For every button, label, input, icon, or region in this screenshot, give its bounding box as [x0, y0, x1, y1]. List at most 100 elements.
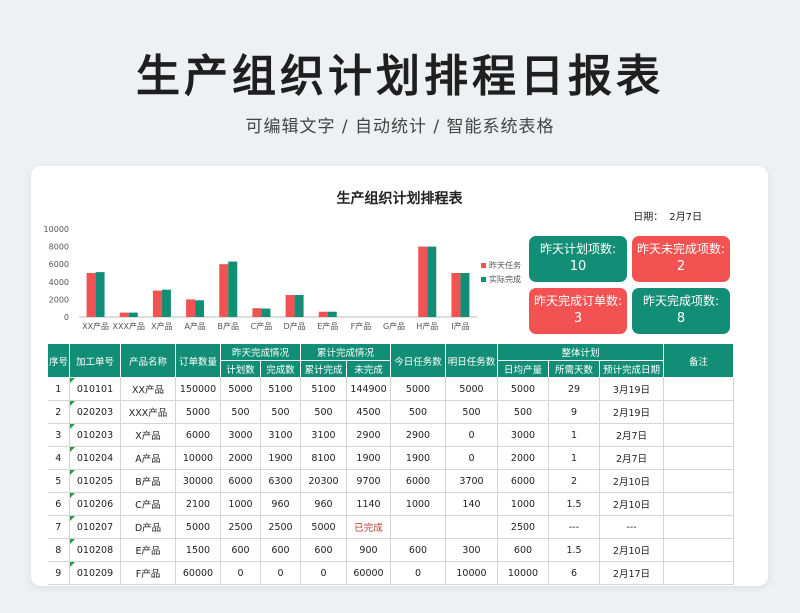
- table-cell[interactable]: 5: [47, 469, 70, 493]
- table-cell[interactable]: 6: [548, 561, 600, 585]
- table-cell[interactable]: C产品: [120, 492, 176, 516]
- table-cell[interactable]: 150000: [175, 377, 221, 401]
- table-cell[interactable]: [663, 538, 734, 562]
- table-cell[interactable]: 1900: [260, 446, 301, 470]
- table-cell[interactable]: 500: [300, 400, 347, 424]
- table-cell[interactable]: E产品: [120, 538, 176, 562]
- table-cell[interactable]: 144900: [346, 377, 391, 401]
- table-cell[interactable]: 6000: [390, 469, 446, 493]
- table-cell[interactable]: 600: [300, 538, 347, 562]
- table-cell[interactable]: 5000: [497, 377, 549, 401]
- table-cell[interactable]: 5100: [260, 377, 301, 401]
- table-cell[interactable]: 5000: [175, 400, 221, 424]
- table-cell[interactable]: [663, 469, 734, 493]
- table-cell[interactable]: 5100: [300, 377, 347, 401]
- table-cell[interactable]: 010208: [69, 538, 121, 562]
- table-cell[interactable]: 5000: [390, 377, 446, 401]
- table-cell[interactable]: 2月7日: [599, 446, 664, 470]
- table-cell[interactable]: 10000: [445, 561, 498, 585]
- table-cell[interactable]: 2500: [260, 515, 301, 539]
- table-cell[interactable]: 020203: [69, 400, 121, 424]
- table-cell[interactable]: 2月19日: [599, 400, 664, 424]
- table-cell[interactable]: 0: [445, 423, 498, 447]
- table-cell[interactable]: 2000: [220, 446, 261, 470]
- table-cell[interactable]: 6000: [497, 469, 549, 493]
- table-cell[interactable]: ---: [548, 515, 600, 539]
- table-cell[interactable]: 0: [260, 561, 301, 585]
- table-cell[interactable]: 1: [548, 446, 600, 470]
- table-cell[interactable]: 600: [390, 538, 446, 562]
- table-cell[interactable]: 010101: [69, 377, 121, 401]
- table-cell[interactable]: 960: [300, 492, 347, 516]
- table-cell[interactable]: 0: [300, 561, 347, 585]
- table-cell[interactable]: [390, 515, 446, 539]
- table-cell[interactable]: 2100: [175, 492, 221, 516]
- table-cell[interactable]: X产品: [120, 423, 176, 447]
- table-cell[interactable]: 20300: [300, 469, 347, 493]
- table-cell[interactable]: 8: [47, 538, 70, 562]
- table-cell[interactable]: 3: [47, 423, 70, 447]
- table-cell[interactable]: [663, 446, 734, 470]
- table-cell[interactable]: 600: [497, 538, 549, 562]
- table-cell[interactable]: 2月7日: [599, 423, 664, 447]
- table-cell[interactable]: 3700: [445, 469, 498, 493]
- table-cell[interactable]: [663, 400, 734, 424]
- table-cell[interactable]: 30000: [175, 469, 221, 493]
- table-cell[interactable]: 0: [390, 561, 446, 585]
- table-cell[interactable]: 3000: [220, 423, 261, 447]
- table-cell[interactable]: 10000: [175, 446, 221, 470]
- table-cell[interactable]: 960: [260, 492, 301, 516]
- table-cell[interactable]: 1900: [346, 446, 391, 470]
- table-cell[interactable]: 2月10日: [599, 469, 664, 493]
- table-cell[interactable]: 140: [445, 492, 498, 516]
- table-cell[interactable]: B产品: [120, 469, 176, 493]
- table-cell[interactable]: 2500: [497, 515, 549, 539]
- table-cell[interactable]: 29: [548, 377, 600, 401]
- table-cell[interactable]: 6: [47, 492, 70, 516]
- table-cell[interactable]: [445, 515, 498, 539]
- table-cell[interactable]: 6000: [175, 423, 221, 447]
- table-cell[interactable]: 3000: [497, 423, 549, 447]
- table-cell[interactable]: 010209: [69, 561, 121, 585]
- table-cell[interactable]: 500: [260, 400, 301, 424]
- table-cell[interactable]: D产品: [120, 515, 176, 539]
- table-cell[interactable]: [663, 492, 734, 516]
- table-cell[interactable]: 9700: [346, 469, 391, 493]
- table-cell[interactable]: 2: [47, 400, 70, 424]
- table-cell[interactable]: ---: [599, 515, 664, 539]
- table-cell[interactable]: 8100: [300, 446, 347, 470]
- table-cell[interactable]: 1.5: [548, 538, 600, 562]
- table-cell[interactable]: 1000: [497, 492, 549, 516]
- table-cell[interactable]: 600: [220, 538, 261, 562]
- table-cell[interactable]: [663, 377, 734, 401]
- table-cell[interactable]: 5000: [445, 377, 498, 401]
- table-cell[interactable]: 4500: [346, 400, 391, 424]
- table-cell[interactable]: 9: [548, 400, 600, 424]
- table-cell[interactable]: 500: [445, 400, 498, 424]
- table-cell[interactable]: 600: [260, 538, 301, 562]
- table-cell[interactable]: 3100: [260, 423, 301, 447]
- table-cell[interactable]: 2000: [497, 446, 549, 470]
- table-cell[interactable]: 500: [390, 400, 446, 424]
- table-cell[interactable]: 1140: [346, 492, 391, 516]
- table-cell[interactable]: 2月10日: [599, 492, 664, 516]
- table-cell[interactable]: 1500: [175, 538, 221, 562]
- table-cell[interactable]: 1.5: [548, 492, 600, 516]
- table-cell[interactable]: 300: [445, 538, 498, 562]
- table-cell[interactable]: 60000: [175, 561, 221, 585]
- table-cell[interactable]: 3100: [300, 423, 347, 447]
- table-cell[interactable]: 6300: [260, 469, 301, 493]
- table-cell[interactable]: [663, 515, 734, 539]
- table-cell[interactable]: 7: [47, 515, 70, 539]
- table-cell[interactable]: 900: [346, 538, 391, 562]
- table-cell[interactable]: 已完成: [346, 515, 391, 539]
- table-cell[interactable]: XX产品: [120, 377, 176, 401]
- table-cell[interactable]: 2500: [220, 515, 261, 539]
- table-cell[interactable]: 010204: [69, 446, 121, 470]
- table-cell[interactable]: 500: [220, 400, 261, 424]
- table-cell[interactable]: 010203: [69, 423, 121, 447]
- table-cell[interactable]: 2月17日: [599, 561, 664, 585]
- table-cell[interactable]: 6000: [220, 469, 261, 493]
- table-cell[interactable]: 60000: [346, 561, 391, 585]
- table-cell[interactable]: 2900: [346, 423, 391, 447]
